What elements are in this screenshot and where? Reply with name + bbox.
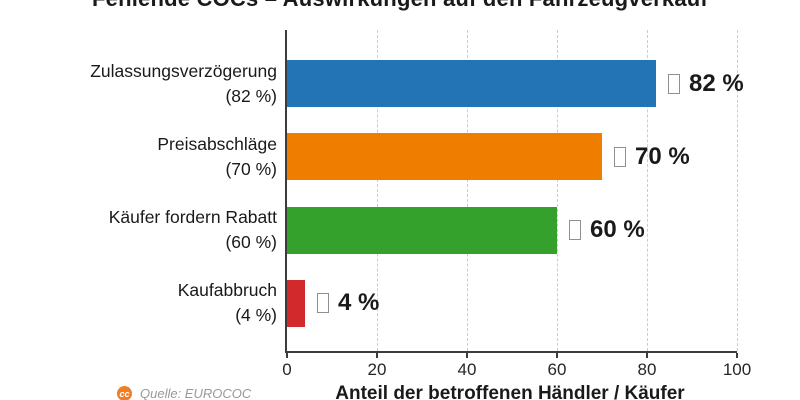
x-tick-label-60: 60 [547,360,567,379]
category-percentage: (70 %) [225,158,277,179]
bar-2 [287,133,602,181]
category-percentage: (4 %) [235,305,277,326]
chart-title: Fehlende COCs – Auswirkungen auf den Fah… [0,0,800,12]
value-text: 70 % [635,142,690,170]
category-name: Preisabschläge [157,133,277,154]
gridline-x-40 [467,30,468,351]
category-name: Zulassungsverzögerung [90,60,277,81]
x-tick-label-40: 40 [457,360,477,379]
gridline-x-100 [737,30,738,351]
category-label: Käufer fordern Rabatt (60 %) [30,205,277,255]
category-percentage: (82 %) [225,85,277,106]
category-label: Kaufabbruch (4 %) [30,278,277,328]
bar-value-label: 70 % [614,133,690,180]
gridline-x-60 [557,30,558,351]
x-tick-mark-0 [286,353,288,358]
x-tick-mark-60 [556,353,558,358]
source-text: Quelle: EUROCOC [140,386,252,400]
category-percentage: (60 %) [225,232,277,253]
x-tick-label-20: 20 [367,360,387,379]
missing-glyph-box [668,73,680,94]
category-name: Kaufabbruch [177,280,277,301]
bar-1 [287,60,656,107]
missing-glyph-box [614,146,626,167]
x-tick-mark-20 [376,353,378,358]
x-tick-mark-40 [466,353,468,358]
value-text: 82 % [689,69,744,97]
bar-value-label: 60 % [569,207,645,254]
value-text: 4 % [338,289,380,317]
bar-4 [287,279,305,327]
missing-glyph-box [569,220,581,241]
category-name: Käufer fordern Rabatt [108,207,277,228]
bar-value-label: 82 % [668,60,744,107]
category-label: Zulassungsverzögerung (82 %) [30,59,277,109]
gridline-x-80 [647,30,648,351]
value-text: 60 % [590,216,645,244]
plot-area: 0 20 40 60 80 100 82 % 70 % 60 % 4 % [282,30,751,379]
bar-3 [287,206,557,254]
category-label: Preisabschläge (70 %) [30,132,277,182]
source-attribution: cc Quelle: EUROCOC [117,386,251,400]
eurococ-logo: cc [117,386,132,400]
x-tick-label-0: 0 [282,360,292,379]
bar-value-label: 4 % [317,280,379,327]
gridline-x-20 [377,30,378,351]
x-tick-mark-80 [646,353,648,358]
x-axis-label: Anteil der betroffenen Händler / Käufer [335,383,685,400]
x-tick-mark-100 [736,353,738,358]
missing-glyph-box [317,293,329,314]
x-tick-label-100: 100 [722,360,752,379]
x-tick-label-80: 80 [637,360,657,379]
